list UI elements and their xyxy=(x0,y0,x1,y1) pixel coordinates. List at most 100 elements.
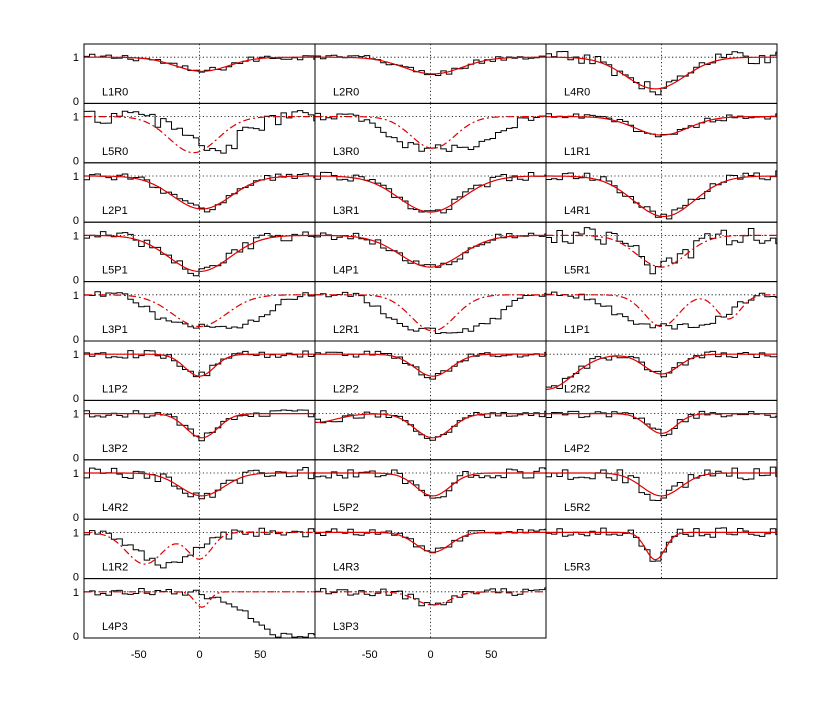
panel-l5p2: L5P2 xyxy=(314,459,547,520)
y-tick-label: 1 xyxy=(73,52,79,64)
observed-profile xyxy=(546,410,777,437)
panel-label: L1R1 xyxy=(564,146,590,158)
y-tick-label: 1 xyxy=(73,587,79,599)
panel-label: L2P1 xyxy=(102,205,128,217)
x-tick-label: -50 xyxy=(362,649,378,661)
panel-label: L2P2 xyxy=(333,383,359,395)
observed-profile xyxy=(315,232,546,268)
observed-profile xyxy=(546,170,777,220)
panel-l4p2: L4P2 xyxy=(545,399,778,461)
model-fit-curve xyxy=(315,116,546,149)
x-tick-label: -50 xyxy=(131,649,147,661)
panel-label: L5P1 xyxy=(102,265,128,277)
model-fit-curve xyxy=(315,234,546,268)
panel-label: L3P1 xyxy=(102,324,128,336)
x-tick-label: 0 xyxy=(196,649,202,661)
panel-group: L1R0 0 1 L2R0 L4R0 L5R0 0 1 L3R0 L1R1 L2P1 0 1 L3R1 L4… xyxy=(73,43,778,643)
y-tick-label: 1 xyxy=(73,527,79,539)
panel-l3p3: L3P3 xyxy=(314,578,547,639)
observed-profile xyxy=(84,53,315,73)
y-tick-label: 1 xyxy=(73,171,79,183)
observed-profile xyxy=(84,467,315,500)
model-fit-curve xyxy=(314,175,547,213)
model-fit-curve xyxy=(546,234,777,268)
model-fit-curve xyxy=(315,531,546,553)
panel-l2r0: L2R0 xyxy=(314,43,547,104)
x-tick-label: 0 xyxy=(427,649,433,661)
y-tick-label: 1 xyxy=(73,349,79,361)
panel-label: L5R0 xyxy=(102,146,128,158)
y-tick-label: 0 xyxy=(73,631,79,643)
panel-l3r1: L3R1 xyxy=(314,162,547,223)
observed-profile xyxy=(84,173,315,213)
observed-profile xyxy=(84,409,315,442)
panel-label: L3R0 xyxy=(333,146,359,158)
panel-label: L2R1 xyxy=(333,324,359,336)
observed-profile xyxy=(546,291,777,330)
panel-l1r2: L1R2 0 1 xyxy=(73,518,316,583)
panel-label: L4P1 xyxy=(333,265,359,277)
panel-l4r3: L4R3 xyxy=(314,518,547,580)
observed-profile xyxy=(84,588,315,638)
panel-label: L3P3 xyxy=(333,621,359,633)
observed-profile xyxy=(315,350,546,380)
panel-label: L3R2 xyxy=(333,443,359,455)
observed-profile xyxy=(315,410,546,441)
observed-profile xyxy=(315,54,546,76)
panel-l2r2: L2R2 xyxy=(545,340,778,401)
observed-profile xyxy=(84,527,315,569)
model-fit-curve xyxy=(546,116,777,136)
panel-frame xyxy=(545,518,778,580)
panel-l5r0: L5R0 0 1 xyxy=(73,102,316,168)
model-fit-curve xyxy=(84,234,315,273)
model-fit-curve xyxy=(84,413,315,439)
panel-label: L3P2 xyxy=(102,443,128,455)
panel-label: L4P3 xyxy=(102,621,128,633)
model-fit-curve xyxy=(315,591,546,606)
model-fit-curve xyxy=(315,472,546,497)
y-tick-label: 0 xyxy=(73,96,79,108)
observed-profile xyxy=(546,227,777,275)
y-tick-label: 0 xyxy=(73,512,79,524)
x-tick-label: 50 xyxy=(485,649,497,661)
observed-profile xyxy=(546,51,777,96)
panel-label: L1P1 xyxy=(564,324,590,336)
panel-l1r0: L1R0 0 1 xyxy=(73,43,316,108)
y-tick-label: 0 xyxy=(73,156,79,168)
y-tick-label: 0 xyxy=(73,215,79,227)
model-fit-curve xyxy=(84,116,315,154)
model-fit-curve xyxy=(315,353,546,377)
x-tick-label: 50 xyxy=(254,649,266,661)
panel-l4p1: L4P1 xyxy=(314,221,547,283)
panel-label: L1R0 xyxy=(102,86,128,98)
observed-profile xyxy=(315,467,546,499)
panel-label: L4R0 xyxy=(564,86,590,98)
panel-l3r2: L3R2 xyxy=(314,399,547,461)
model-fit-curve xyxy=(83,531,315,565)
panel-label: L2R2 xyxy=(564,383,590,395)
panel-label: L2R0 xyxy=(333,86,359,98)
panel-l5p1: L5P1 0 1 xyxy=(73,221,316,286)
x-axis: -50 0 50 -50 0 50 xyxy=(131,649,498,661)
panel-l4r1: L4R1 xyxy=(545,162,778,223)
observed-profile xyxy=(84,291,315,329)
panel-label: L4R3 xyxy=(333,562,359,574)
observed-profile xyxy=(315,171,546,214)
y-tick-label: 0 xyxy=(73,334,79,346)
panel-label: L1P2 xyxy=(102,383,128,395)
y-tick-label: 0 xyxy=(73,571,79,583)
panel-l5r3: L5R3 xyxy=(545,518,778,580)
panel-label: L5R1 xyxy=(564,265,590,277)
panel-label: L5P2 xyxy=(333,502,359,514)
panel-l1p1: L1P1 xyxy=(545,281,778,342)
model-fit-curve xyxy=(84,472,315,497)
y-tick-label: 1 xyxy=(73,468,79,480)
model-fit-curve xyxy=(84,175,315,210)
panel-l1r1: L1R1 xyxy=(545,102,778,164)
observed-profile xyxy=(84,110,315,154)
panel-label: L3R1 xyxy=(333,205,359,217)
y-tick-label: 1 xyxy=(73,409,79,421)
model-fit-curve xyxy=(546,294,777,328)
panel-label: L4P2 xyxy=(564,443,590,455)
model-fit-curve xyxy=(546,56,777,90)
